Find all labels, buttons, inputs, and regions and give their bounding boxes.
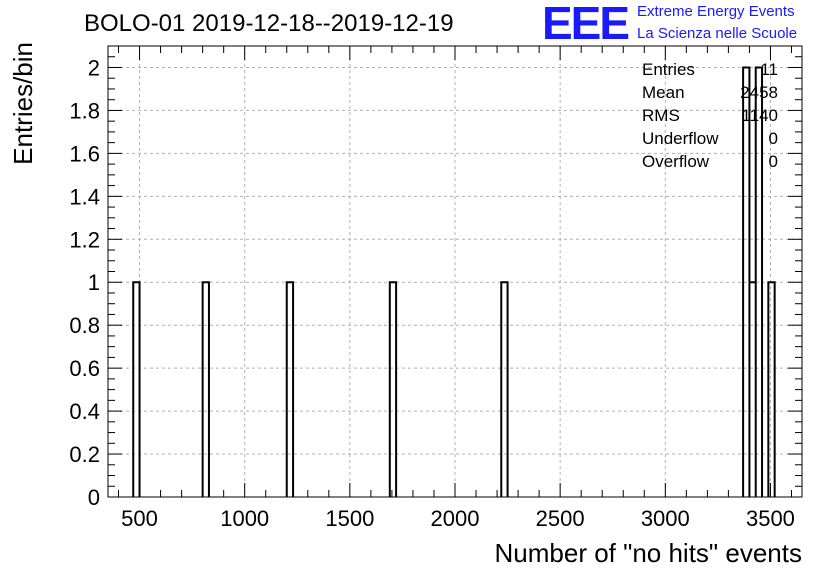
y-tick-label: 2 [88,55,100,80]
logo-line-2: La Scienza nelle Scuole [637,25,798,42]
stat-value-mean: 2458 [740,83,778,102]
stat-row-rms: RMS 1140 [642,106,782,129]
y-tick-label: 1 [88,270,100,295]
stats-box: Entries 11 Mean 2458 RMS 1140 Underflow … [642,60,782,175]
eee-logo: EEE [542,0,630,49]
stat-row-overflow: Overflow 0 [642,152,782,175]
y-tick-label: 0.4 [69,399,100,424]
y-tick-label: 1.4 [69,184,100,209]
chart-title: BOLO-01 2019-12-18--2019-12-19 [84,10,454,37]
stat-row-mean: Mean 2458 [642,83,782,106]
x-tick-label: 1500 [325,506,374,531]
y-tick-label: 1.2 [69,227,100,252]
y-axis-label: Entries/bin [8,42,38,165]
y-tick-label: 0 [88,485,100,510]
x-axis-label: Number of "no hits" events [495,538,803,568]
stat-label-mean: Mean [642,83,685,102]
stat-label-entries: Entries [642,60,695,79]
y-tick-label: 0.6 [69,356,100,381]
y-tick-label: 1.6 [69,141,100,166]
stat-value-entries: 11 [760,60,778,79]
y-tick-label: 0.8 [69,313,100,338]
stat-row-entries: Entries 11 [642,60,782,83]
stat-value-overflow: 0 [768,152,778,171]
x-tick-label: 2500 [536,506,585,531]
x-tick-label: 1000 [220,506,269,531]
y-tick-label: 1.8 [69,98,100,123]
x-tick-label: 3500 [746,506,795,531]
logo-line-1: Extreme Energy Events [637,3,795,20]
stat-label-rms: RMS [642,106,680,125]
stat-value-rms: 1140 [741,106,778,125]
stat-row-underflow: Underflow 0 [642,129,782,152]
stat-label-underflow: Underflow [642,129,719,148]
histogram-outline [132,66,776,497]
x-tick-label: 2000 [431,506,480,531]
x-tick-label: 3000 [641,506,690,531]
x-tick-label: 500 [121,506,158,531]
stat-value-underflow: 0 [768,129,778,148]
stat-label-overflow: Overflow [642,152,710,171]
y-tick-label: 0.2 [69,442,100,467]
